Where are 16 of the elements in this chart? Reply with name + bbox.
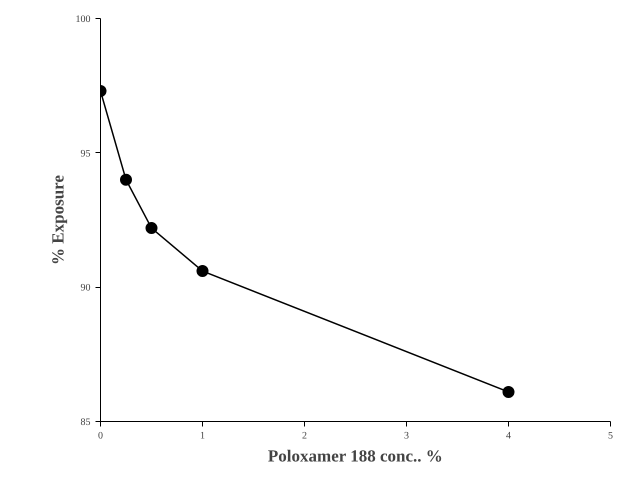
x-tick-label: 1: [200, 430, 205, 442]
y-tick-label: 85: [80, 417, 90, 428]
x-tick-label: 3: [404, 430, 409, 442]
x-tick-label: 5: [608, 430, 613, 442]
y-axis-title: % Exposure: [48, 174, 68, 265]
point: [120, 174, 132, 186]
y-tick-label: 90: [80, 282, 90, 294]
x-axis-title: Poloxamer 188 conc.. %: [268, 446, 443, 466]
point: [146, 222, 158, 234]
y-tick-label: 95: [80, 148, 90, 160]
x-tick-label: 0: [98, 430, 103, 442]
y-tick-label: 100: [76, 14, 90, 25]
point: [196, 265, 208, 278]
x-tick-label: 2: [302, 430, 307, 442]
point: [502, 386, 514, 398]
x-tick-label: 4: [506, 430, 511, 442]
